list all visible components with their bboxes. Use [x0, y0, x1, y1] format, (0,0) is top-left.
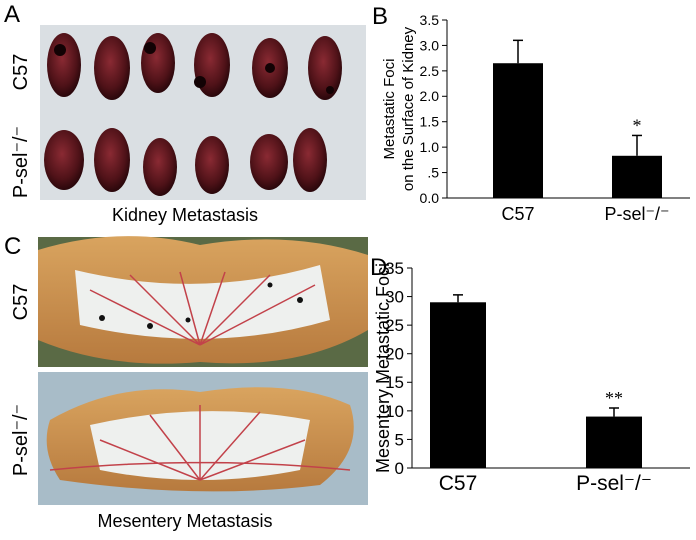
mesentery-photo [38, 236, 368, 505]
bar [586, 416, 642, 468]
y-tick-label: 15 [385, 373, 404, 392]
y-tick-label: 2.5 [420, 63, 440, 79]
row-label: C57 [10, 284, 32, 321]
y-tick-label: 3.5 [420, 12, 440, 28]
significance-mark: ** [605, 388, 623, 408]
y-tick-label: 25 [385, 316, 404, 335]
x-tick-label: C57 [439, 472, 478, 495]
y-tick-label: 5 [395, 430, 404, 449]
panel-letter: D [370, 254, 387, 281]
bar [430, 302, 486, 468]
significance-mark: * [633, 115, 642, 135]
y-tick-label: 1.5 [420, 114, 440, 130]
y-tick-label: 3.0 [420, 37, 440, 53]
y-axis-label: on the Surface of Kidney [400, 26, 417, 191]
panel-letter: C [4, 233, 21, 260]
panel-letter: A [4, 1, 20, 28]
panel-letter: B [372, 3, 388, 30]
row-label: P-sel⁻/⁻ [10, 126, 32, 198]
kidney-photo [40, 25, 366, 200]
x-tick-label: P-sel⁻/⁻ [576, 472, 652, 495]
y-tick-label: 1.0 [420, 139, 440, 155]
caption: Kidney Metastasis [112, 205, 258, 225]
row-label: C57 [10, 54, 32, 91]
y-tick-label: 30 [385, 288, 404, 307]
y-tick-label: 20 [385, 345, 404, 364]
caption: Mesentery Metastasis [97, 511, 272, 531]
y-axis-label: Mesentery Metastatic Foci [373, 263, 393, 473]
x-tick-label: C57 [501, 204, 534, 224]
y-tick-label: .5 [427, 164, 439, 180]
y-tick-label: 2.0 [420, 88, 440, 104]
y-tick-label: 0 [395, 459, 404, 478]
bar [493, 63, 543, 198]
y-tick-label: 0.0 [420, 190, 440, 206]
bar [612, 155, 662, 198]
y-tick-label: 35 [385, 259, 404, 278]
row-label: P-sel⁻/⁻ [10, 404, 32, 476]
y-axis-label: Metastatic Foci [381, 59, 398, 160]
y-tick-label: 10 [385, 402, 404, 421]
x-tick-label: P-sel⁻/⁻ [604, 204, 669, 224]
